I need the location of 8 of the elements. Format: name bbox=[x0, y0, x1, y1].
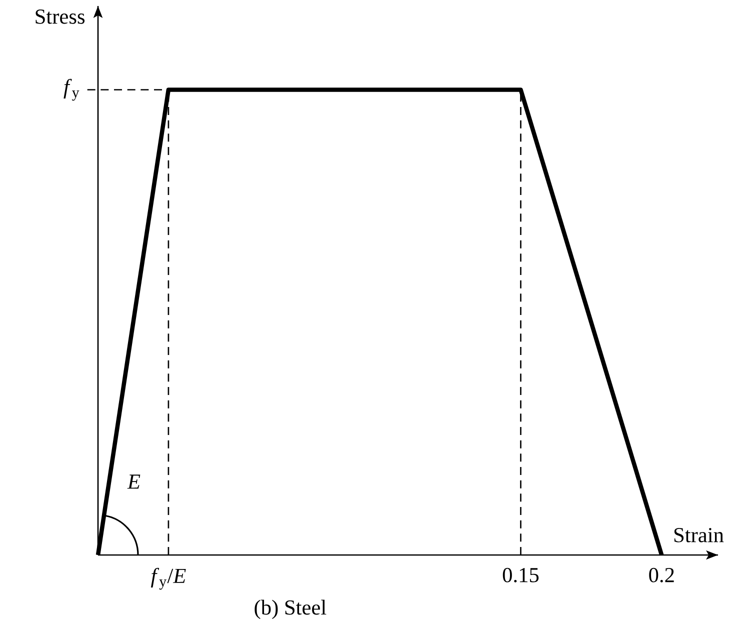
x-tick-label: f$_{y}$/E bbox=[150, 568, 186, 590]
x-tick-label: 0.15 bbox=[502, 568, 539, 582]
annotation: E bbox=[127, 474, 140, 489]
x-tick-label: 0.2 bbox=[649, 568, 674, 582]
x-axis-title: Strain bbox=[674, 528, 724, 542]
text: (b) Steel bbox=[254, 600, 326, 620]
ref-line-label: f$_{y}$ bbox=[64, 78, 80, 101]
y-axis-title: Stress bbox=[36, 10, 85, 24]
